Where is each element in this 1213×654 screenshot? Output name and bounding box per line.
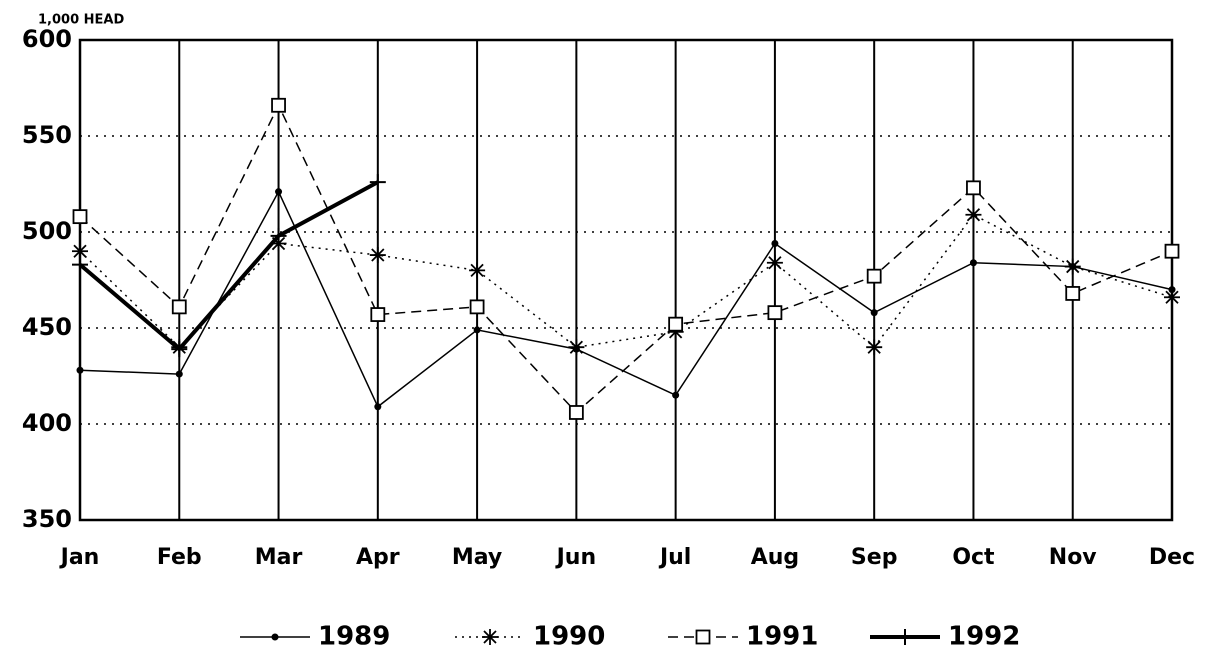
- marker: [965, 206, 982, 223]
- marker: [870, 309, 878, 317]
- marker: [866, 339, 883, 356]
- marker-part: [969, 259, 977, 267]
- series-line: [79, 190, 1173, 408]
- marker: [271, 97, 286, 113]
- marker: [76, 366, 84, 374]
- marker: [897, 629, 913, 645]
- marker: [969, 259, 977, 267]
- y-tick-label: 500: [22, 217, 72, 245]
- marker-part: [171, 299, 187, 315]
- marker: [469, 299, 485, 315]
- marker: [568, 405, 584, 420]
- marker: [469, 262, 486, 279]
- marker: [695, 629, 711, 645]
- x-tick-label: May: [452, 545, 502, 570]
- marker: [1064, 258, 1081, 275]
- x-tick-label: Apr: [356, 545, 400, 570]
- marker-part: [271, 633, 279, 641]
- marker-part: [1164, 243, 1180, 259]
- x-tick-label: Jun: [555, 545, 597, 570]
- marker-part: [483, 630, 497, 644]
- x-tick-label: Oct: [952, 545, 995, 570]
- x-tick-label: Jan: [59, 545, 100, 570]
- series-line: [79, 103, 1173, 414]
- marker-part: [1165, 290, 1179, 304]
- plot-frame: [78, 38, 1174, 522]
- marker-part: [1066, 259, 1080, 274]
- y-tick-label: 600: [22, 25, 72, 53]
- marker: [866, 268, 882, 284]
- marker-part: [867, 340, 881, 354]
- marker-part: [767, 305, 783, 321]
- marker-part: [271, 97, 286, 113]
- marker: [771, 240, 779, 248]
- marker: [72, 209, 88, 225]
- x-tick-label: Nov: [1049, 545, 1098, 570]
- marker: [369, 247, 386, 264]
- marker-part: [370, 307, 386, 322]
- marker: [275, 188, 283, 196]
- marker: [482, 629, 498, 645]
- marker-part: [470, 263, 484, 278]
- marker: [369, 174, 386, 191]
- y-axis-label: 1,000 HEAD: [38, 13, 124, 28]
- marker-part: [695, 629, 711, 645]
- marker-part: [175, 370, 183, 378]
- marker: [72, 256, 88, 273]
- legend-label: 1989: [318, 622, 390, 652]
- series-line: [78, 180, 379, 352]
- legend-label: 1990: [533, 622, 605, 652]
- x-tick-label: Jul: [658, 545, 691, 570]
- marker-part: [371, 248, 385, 262]
- marker-part: [72, 209, 88, 225]
- y-tick-label: 550: [22, 121, 72, 149]
- marker: [171, 299, 187, 315]
- marker-part: [866, 268, 882, 284]
- marker: [374, 403, 382, 411]
- x-tick-label: Sep: [851, 545, 898, 570]
- marker: [766, 254, 783, 271]
- marker-part: [768, 256, 782, 270]
- marker-part: [469, 299, 485, 315]
- marker: [966, 180, 981, 196]
- marker-part: [569, 340, 584, 354]
- marker-part: [771, 240, 779, 248]
- x-tick-label: Dec: [1149, 545, 1195, 570]
- marker: [568, 339, 585, 356]
- marker-part: [966, 208, 981, 222]
- marker-part: [275, 188, 283, 196]
- marker-part: [473, 326, 481, 334]
- marker: [171, 341, 188, 358]
- marker-part: [668, 316, 684, 332]
- y-tick-label: 400: [22, 409, 72, 437]
- marker: [1065, 286, 1081, 301]
- marker-part: [966, 180, 981, 196]
- marker: [1164, 243, 1180, 259]
- marker: [1164, 289, 1180, 306]
- x-tick-label: Aug: [751, 545, 799, 570]
- marker-part: [76, 366, 84, 374]
- marker: [72, 243, 88, 260]
- marker: [668, 316, 684, 332]
- x-tick-label: Mar: [255, 545, 303, 570]
- x-tick-label: Feb: [157, 545, 202, 570]
- y-tick-label: 450: [22, 313, 72, 341]
- marker: [175, 370, 183, 378]
- marker: [672, 391, 680, 399]
- marker: [270, 227, 287, 244]
- marker-part: [870, 309, 878, 317]
- marker: [473, 326, 481, 334]
- marker: [271, 633, 279, 641]
- marker-part: [1065, 286, 1081, 301]
- marker-part: [672, 391, 680, 399]
- marker: [767, 305, 783, 321]
- marker-part: [568, 405, 584, 420]
- marker-part: [73, 244, 87, 258]
- marker-part: [374, 403, 382, 411]
- legend-label: 1992: [948, 622, 1020, 652]
- legend-label: 1991: [746, 622, 818, 652]
- marker: [370, 307, 386, 322]
- y-tick-label: 350: [22, 505, 72, 533]
